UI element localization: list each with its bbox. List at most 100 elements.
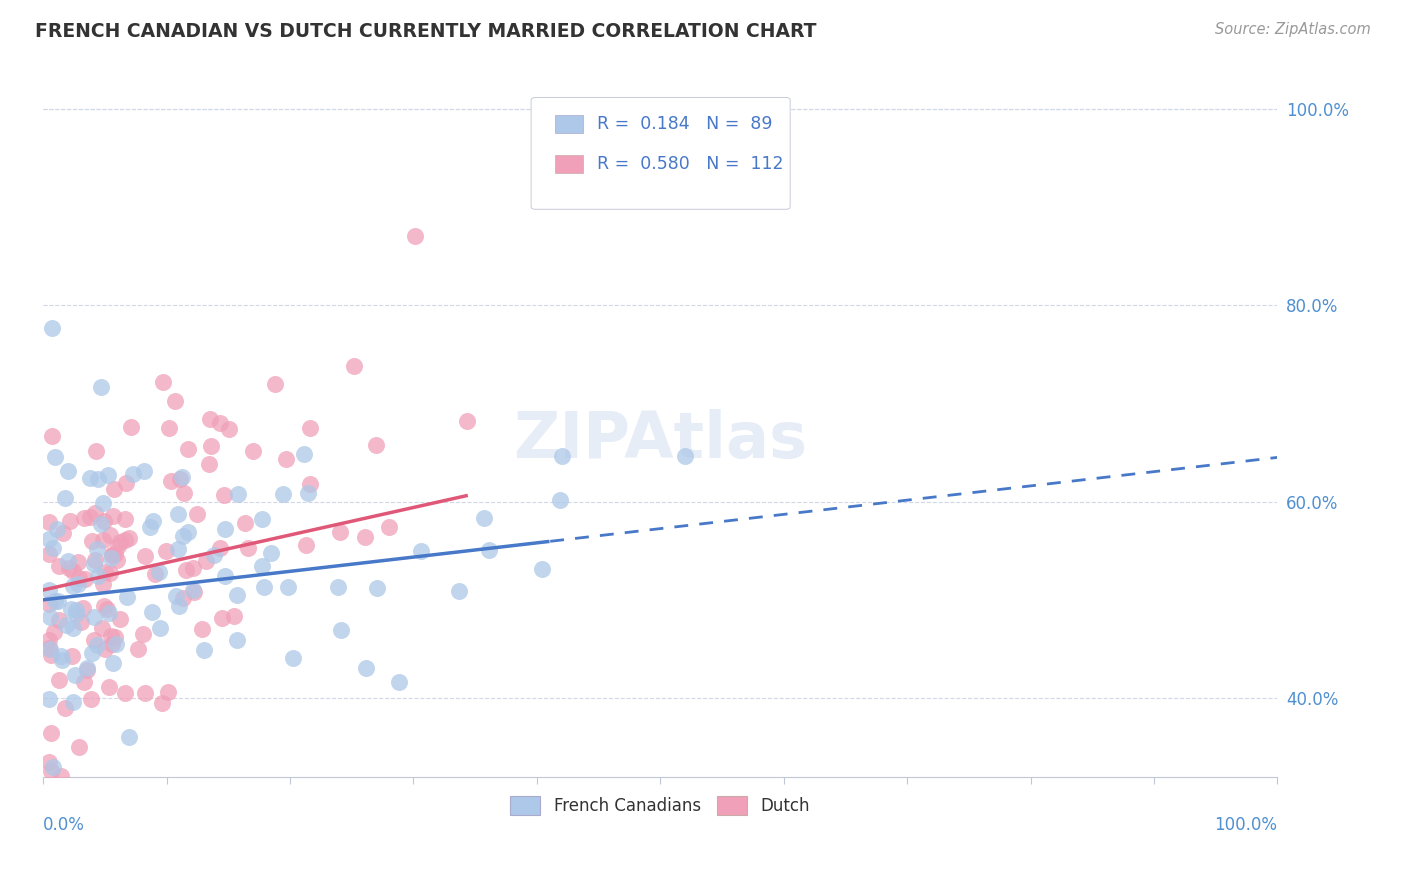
Point [141,605,163,619]
Point [233,516,256,530]
Point [90,516,112,531]
Point [83,558,105,572]
Point [143,567,166,582]
Point [97,606,120,620]
Point [80,692,103,706]
Point [214,568,236,582]
Point [105,553,128,567]
Point [83,553,105,567]
Point [100,548,122,562]
Point [70,615,93,629]
Point [55,618,77,632]
Point [53,701,76,715]
Point [326,580,349,594]
Point [39,610,62,624]
Point [236,541,259,555]
Point [299,421,322,435]
Text: FRENCH CANADIAN VS DUTCH CURRENTLY MARRIED CORRELATION CHART: FRENCH CANADIAN VS DUTCH CURRENTLY MARRI… [35,22,817,41]
Point [551,449,574,463]
Point [93,599,115,613]
Point [478,542,501,557]
Point [62,579,84,593]
Point [277,580,299,594]
Point [42,541,65,555]
Point [82,533,104,548]
Point [72,601,94,615]
Point [67,571,90,585]
Point [531,562,554,576]
Text: 100.0%: 100.0% [1215,816,1278,834]
Point [114,686,136,700]
Point [127,641,149,656]
Point [183,585,205,599]
Point [150,696,173,710]
Point [65,668,87,682]
Point [148,565,170,579]
Point [86,444,108,458]
Point [132,626,155,640]
Point [356,660,378,674]
Point [67,739,90,754]
Point [38,532,60,546]
Point [98,680,121,694]
Point [41,321,63,335]
Point [87,471,110,485]
Point [118,730,141,744]
Point [214,523,236,537]
Point [263,377,285,392]
Point [103,482,125,496]
Text: Source: ZipAtlas.com: Source: ZipAtlas.com [1215,22,1371,37]
Text: R =  0.580   N =  112: R = 0.580 N = 112 [598,155,783,173]
Point [177,524,200,539]
Point [294,447,316,461]
Point [378,520,401,534]
Point [52,526,75,541]
Point [83,610,105,624]
Point [114,533,136,547]
Point [91,533,114,547]
Point [159,421,181,435]
Point [169,473,191,487]
Point [48,613,70,627]
Point [253,580,276,594]
Point [86,542,108,557]
Point [94,565,117,579]
Point [202,549,225,563]
Point [226,487,249,501]
Point [404,229,426,244]
Point [155,543,177,558]
Point [242,444,264,458]
Point [96,602,118,616]
Point [174,562,197,576]
Point [167,507,190,521]
Point [139,519,162,533]
Point [51,649,73,664]
Point [114,512,136,526]
Point [39,641,62,656]
Point [94,642,117,657]
Point [38,597,60,611]
Legend: French Canadians, Dutch: French Canadians, Dutch [503,789,817,822]
Point [120,419,142,434]
Point [44,594,66,608]
Point [38,516,60,530]
Point [170,470,193,484]
Point [186,507,208,521]
Point [91,496,114,510]
Point [447,584,470,599]
Point [110,535,132,549]
Point [224,609,246,624]
Point [209,417,232,431]
Point [101,656,124,670]
Point [87,569,110,583]
Point [58,554,80,568]
Point [101,548,124,562]
Point [60,649,83,664]
Point [194,554,217,568]
Point [105,637,128,651]
Point [252,559,274,574]
Point [45,522,67,536]
Point [38,640,60,655]
Point [62,564,84,578]
Point [225,588,247,602]
